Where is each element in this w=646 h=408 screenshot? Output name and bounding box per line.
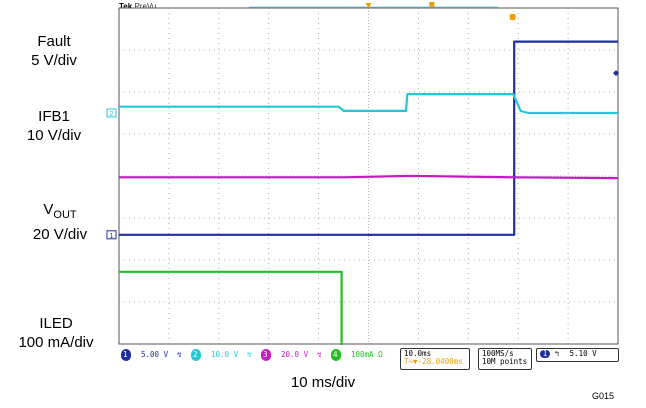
vout-label: VOUT 20 V/div — [6, 200, 114, 244]
vout-trace — [119, 174, 619, 180]
sample-rate: 100MS/s — [482, 349, 514, 358]
scope-mode-text: PreVu — [134, 2, 157, 11]
trigger-level-marker — [613, 70, 619, 77]
trigger-marker-right — [509, 14, 516, 20]
trigger-position-marker — [365, 3, 372, 8]
ch2-num: 2 — [193, 350, 198, 359]
timebase-offset: T→▼-28.0400ms — [404, 357, 463, 366]
scope-brand-text: Tek — [119, 2, 133, 11]
figure-id: G015 — [592, 391, 615, 401]
ch3-bw-icon: ↯ — [317, 350, 322, 359]
timebase-scale: 10.0ms — [404, 349, 432, 358]
fault-scale: 5 V/div — [31, 52, 77, 69]
iled-label: ILED 100 mA/div — [0, 314, 112, 352]
iled-scale: 100 mA/div — [18, 334, 94, 351]
ch2-bw-icon: ↯ — [247, 350, 252, 359]
ch4-badge — [331, 349, 341, 361]
vout-main: V — [43, 201, 54, 218]
vout-name: VOUT — [6, 200, 114, 225]
trigger-channel: 1 — [540, 350, 550, 358]
iled-name: ILED — [39, 315, 73, 332]
ch3-num: 3 — [263, 350, 268, 359]
ch2-scale: 10.0 V — [211, 350, 239, 359]
rising-edge-icon: ↰ — [554, 349, 560, 358]
ifb1-name: IFB1 — [38, 108, 70, 125]
channel-ground-marker-number: 2 — [110, 111, 114, 118]
channel-ground-marker — [106, 108, 117, 118]
trigger-level: 5.10 V — [569, 349, 597, 358]
ch1-num: 1 — [123, 350, 128, 359]
ifb1-scale: 10 V/div — [26, 127, 82, 144]
ch1-scale: 5.00 V — [141, 350, 169, 359]
fault-label: Fault 5 V/div — [6, 32, 102, 70]
ch3-badge — [261, 349, 271, 361]
oscilloscope-plot: 1243 — [106, 2, 619, 345]
fault-name: Fault — [37, 33, 71, 50]
channel-ground-marker-number: 1 — [110, 233, 114, 240]
acquisition-box: 100MS/s 10M points — [478, 348, 532, 370]
ifb1-label: IFB1 10 V/div — [6, 107, 102, 145]
record-length: 10M points — [482, 357, 528, 366]
trigger-box: 1 ↰ 5.10 V — [536, 348, 619, 362]
ch4-num: 4 — [333, 350, 338, 359]
iled-trace — [119, 270, 343, 345]
trigger-marker-top — [429, 2, 435, 7]
timebase-box: 10.0ms T→▼-28.0400ms — [400, 348, 470, 370]
ifb1-trace — [119, 93, 618, 115]
scope-status-bar: 1 5.00 V ↯ 2 10.0 V ↯ 3 20.0 V ↯ 4 100mA… — [119, 348, 619, 370]
vout-sub: OUT — [53, 209, 77, 221]
ch3-scale: 20.0 V — [281, 350, 309, 359]
vout-scale: 20 V/div — [32, 226, 88, 243]
ch1-bw-icon: ↯ — [177, 350, 182, 359]
channel-ground-marker — [106, 230, 117, 240]
fault-trace — [119, 40, 618, 236]
x-axis-label: 10 ms/div — [290, 374, 356, 391]
ch4-scale: 100mA Ω — [351, 350, 383, 359]
ch2-badge — [191, 349, 201, 361]
scope-brand: Tek PreVu — [119, 2, 156, 11]
ch1-badge — [121, 349, 131, 361]
